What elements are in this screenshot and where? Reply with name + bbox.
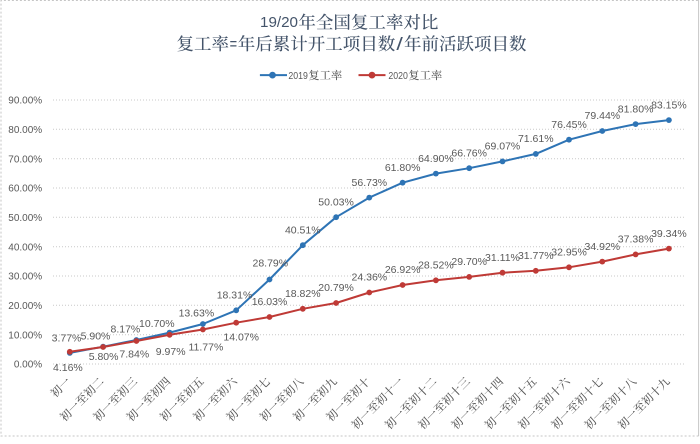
- svg-text:18.82%: 18.82%: [285, 288, 321, 300]
- svg-text:31.77%: 31.77%: [518, 250, 554, 262]
- svg-text:79.44%: 79.44%: [585, 110, 621, 122]
- svg-text:71.61%: 71.61%: [518, 133, 554, 145]
- svg-text:30.00%: 30.00%: [8, 272, 42, 283]
- svg-text:16.03%: 16.03%: [252, 296, 288, 308]
- svg-text:39.34%: 39.34%: [651, 228, 687, 240]
- svg-text:20.00%: 20.00%: [8, 301, 42, 312]
- svg-text:13.63%: 13.63%: [179, 307, 215, 319]
- svg-text:64.90%: 64.90%: [418, 153, 454, 165]
- svg-text:10.70%: 10.70%: [139, 318, 175, 330]
- svg-text:81.80%: 81.80%: [618, 103, 654, 115]
- svg-text:50.03%: 50.03%: [318, 196, 354, 208]
- svg-text:50.00%: 50.00%: [8, 213, 42, 224]
- svg-text:5.90%: 5.90%: [81, 331, 111, 343]
- svg-text:34.92%: 34.92%: [585, 241, 621, 253]
- svg-text:11.77%: 11.77%: [188, 342, 223, 354]
- svg-text:7.84%: 7.84%: [119, 348, 149, 360]
- svg-text:28.79%: 28.79%: [252, 258, 288, 270]
- svg-text:4.16%: 4.16%: [53, 362, 83, 374]
- svg-text:=: =: [230, 35, 238, 54]
- svg-text:56.73%: 56.73%: [352, 177, 388, 189]
- svg-text:70.00%: 70.00%: [8, 154, 42, 165]
- svg-text:20.79%: 20.79%: [318, 282, 354, 294]
- svg-text:69.07%: 69.07%: [485, 141, 521, 153]
- svg-text:2019: 2019: [288, 70, 308, 82]
- svg-text:76.45%: 76.45%: [551, 119, 587, 131]
- svg-text:/: /: [396, 34, 403, 54]
- svg-text:61.80%: 61.80%: [385, 162, 421, 174]
- svg-text:0.00%: 0.00%: [14, 360, 42, 371]
- svg-text:31.11%: 31.11%: [485, 252, 520, 264]
- svg-text:26.92%: 26.92%: [385, 264, 421, 276]
- svg-text:24.36%: 24.36%: [352, 272, 388, 284]
- svg-text:19/20: 19/20: [260, 14, 298, 31]
- svg-text:60.00%: 60.00%: [8, 184, 42, 195]
- svg-text:18.31%: 18.31%: [217, 290, 253, 302]
- svg-text:37.38%: 37.38%: [618, 234, 654, 246]
- svg-text:14.07%: 14.07%: [223, 331, 259, 343]
- svg-text:29.70%: 29.70%: [451, 256, 487, 268]
- svg-text:10.00%: 10.00%: [8, 330, 42, 341]
- svg-text:83.15%: 83.15%: [651, 99, 687, 111]
- svg-text:28.52%: 28.52%: [418, 260, 454, 272]
- svg-text:8.17%: 8.17%: [111, 324, 141, 336]
- svg-text:66.76%: 66.76%: [451, 147, 487, 159]
- svg-text:90.00%: 90.00%: [8, 96, 42, 107]
- svg-text:2020: 2020: [388, 70, 408, 82]
- svg-text:3.77%: 3.77%: [52, 333, 82, 345]
- svg-text:40.51%: 40.51%: [285, 224, 321, 236]
- svg-text:9.97%: 9.97%: [156, 346, 186, 358]
- svg-text:40.00%: 40.00%: [8, 242, 42, 253]
- svg-text:80.00%: 80.00%: [8, 125, 42, 136]
- svg-text:32.95%: 32.95%: [551, 247, 587, 259]
- svg-text:5.80%: 5.80%: [89, 351, 119, 363]
